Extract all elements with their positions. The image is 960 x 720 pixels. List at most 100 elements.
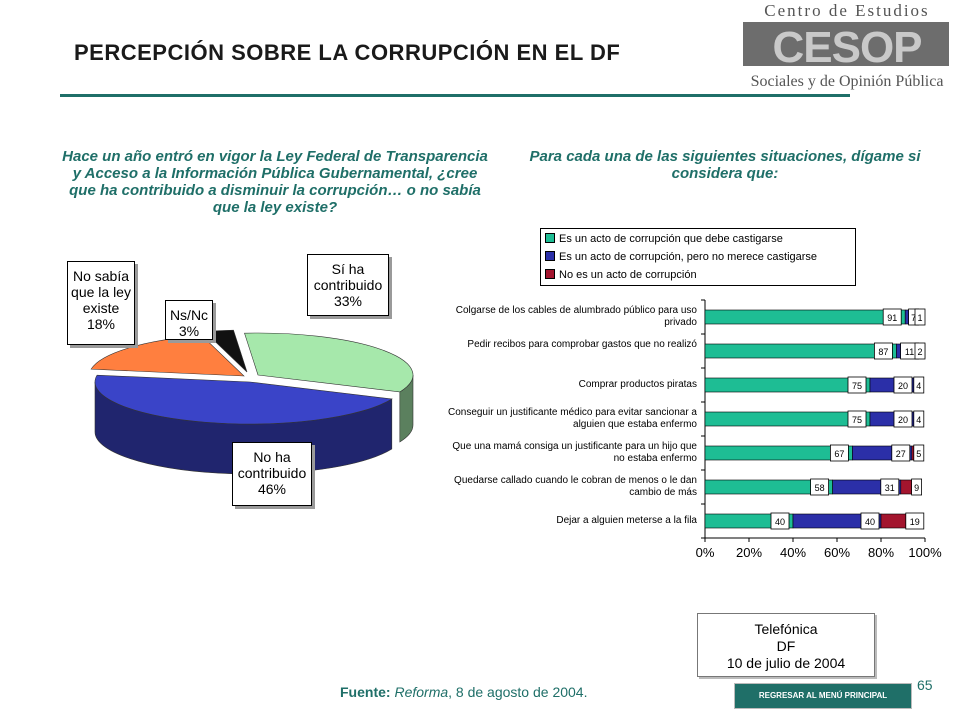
logo-line1: Centro de Estudios (764, 1, 929, 20)
logo-line2: Sociales y de Opinión Pública (751, 73, 944, 90)
bar-category-label: Colgarse de los cables de alumbrado públ… (455, 305, 697, 328)
bar-segment (704, 309, 906, 325)
data-label: 2 (914, 342, 926, 360)
source-card: Telefónica DF 10 de julio de 2004 (697, 613, 875, 677)
pie-callout: No sabía que la ley existe 18% (67, 261, 135, 345)
pie-sides (94, 374, 414, 475)
pie-callout-line: contribuido (237, 465, 307, 481)
x-tick-label: 0% (696, 545, 715, 560)
pie-callout-line: contribuido (313, 277, 383, 293)
pie-callout-line: Ns/Nc (169, 307, 209, 323)
pie-slices (90, 329, 414, 425)
pie-question: Hace un año entró en vigor la Ley Federa… (62, 148, 488, 216)
page-number: 65 (917, 677, 933, 693)
pie-slice (244, 332, 414, 393)
data-label: 19 (905, 512, 925, 530)
data-label-text: 4 (916, 415, 921, 425)
data-label-text: 27 (896, 449, 906, 459)
data-label: 75 (847, 376, 867, 394)
logo-band (743, 22, 949, 66)
data-label-text: 20 (898, 415, 908, 425)
data-label: 5 (913, 444, 925, 462)
data-label-text: 87 (878, 347, 888, 357)
data-label-text: 19 (910, 517, 920, 527)
data-label: 20 (893, 410, 913, 428)
data-label-text: 2 (917, 347, 922, 357)
source-label: Fuente: (340, 684, 391, 700)
source-card-line: Telefónica (754, 621, 818, 637)
data-label-text: 5 (916, 449, 921, 459)
source-publication: Reforma (394, 684, 449, 700)
x-tick-label: 20% (736, 545, 762, 560)
legend-label: Es un acto de corrupción, pero no merece… (559, 251, 818, 263)
bar-category-label: Quedarse callado cuando le cobran de men… (454, 475, 697, 498)
legend-item: Es un acto de corrupción que debe castig… (545, 231, 783, 247)
data-label-box (770, 512, 790, 530)
bar-segment (704, 411, 871, 427)
data-label: 4 (913, 410, 925, 428)
data-label: 75 (847, 410, 867, 428)
data-label-box (873, 342, 893, 360)
bar-segment (704, 343, 897, 359)
logo-acronym: CESOP (772, 23, 921, 72)
data-label-text: 4 (916, 381, 921, 391)
data-label-box (914, 308, 926, 326)
data-label-text: 11 (905, 347, 914, 357)
data-label: 27 (891, 444, 911, 462)
x-tick-label: 80% (868, 545, 894, 560)
data-label: 67 (829, 444, 849, 462)
legend-swatch (545, 233, 555, 243)
data-label: 40 (860, 512, 880, 530)
pie-callout-line: No sabía (72, 268, 130, 284)
data-label-box (882, 308, 902, 326)
data-label-text: 31 (885, 483, 895, 493)
data-label-text: 58 (815, 483, 825, 493)
cesop-logo: Centro de Estudios CESOP Sociales y de O… (743, 1, 949, 90)
pie-callout: Sí ha contribuido 33% (307, 254, 389, 316)
x-tick-label: 40% (780, 545, 806, 560)
data-label: 87 (873, 342, 893, 360)
data-label-text: 67 (834, 449, 844, 459)
data-label: 58 (810, 478, 829, 496)
bar-category-label: Conseguir un justificante médico para ev… (447, 407, 697, 430)
data-label-box (913, 376, 925, 394)
legend-swatch (545, 269, 555, 279)
data-label-box (914, 342, 926, 360)
page-title: PERCEPCIÓN SOBRE LA CORRUPCIÓN EN EL DF (74, 40, 621, 65)
data-label: 31 (880, 478, 900, 496)
data-label-box (847, 376, 867, 394)
source-card-line: 10 de julio de 2004 (726, 655, 846, 671)
bar-legend: Es un acto de corrupción que debe castig… (540, 228, 856, 286)
source-card-line: DF (776, 638, 796, 654)
title-divider (60, 94, 850, 97)
legend-label: Es un acto de corrupción que debe castig… (559, 233, 783, 245)
data-label-text: 91 (887, 313, 897, 323)
data-label-box (913, 410, 925, 428)
return-to-menu-button[interactable]: REGRESAR AL MENÚ PRINCIPAL (734, 683, 912, 709)
data-label-text: 7 (911, 313, 916, 323)
x-tick-label: 100% (908, 545, 942, 560)
legend-item: Es un acto de corrupción, pero no merece… (545, 249, 817, 265)
data-label-box (847, 410, 867, 428)
pie-chart (90, 329, 414, 475)
data-label: 20 (893, 376, 913, 394)
pie-callout-line: 46% (257, 481, 287, 497)
data-label-text: 40 (775, 517, 785, 527)
data-label: 91 (882, 308, 902, 326)
data-label-box (893, 410, 913, 428)
data-label-box (829, 444, 849, 462)
pie-callout-line: que la ley (71, 284, 131, 300)
pie-callout-line: 18% (86, 316, 116, 332)
data-label-text: 1 (917, 313, 922, 323)
source-note: Fuente: Reforma, 8 de agosto de 2004. (340, 684, 587, 700)
data-label-box (893, 376, 913, 394)
data-label-text: 75 (852, 415, 862, 425)
bar-category-label: Que una mamá consiga un justificante par… (452, 441, 697, 464)
data-label-text: 40 (865, 517, 875, 527)
pie-callout: No ha contribuido 46% (232, 442, 312, 506)
source-date: , 8 de agosto de 2004. (448, 684, 588, 700)
pie-callout-line: existe (82, 300, 120, 316)
legend-label: No es un acto de corrupción (559, 269, 697, 281)
data-label-text: 75 (852, 381, 862, 391)
data-label: 9 (911, 478, 923, 496)
